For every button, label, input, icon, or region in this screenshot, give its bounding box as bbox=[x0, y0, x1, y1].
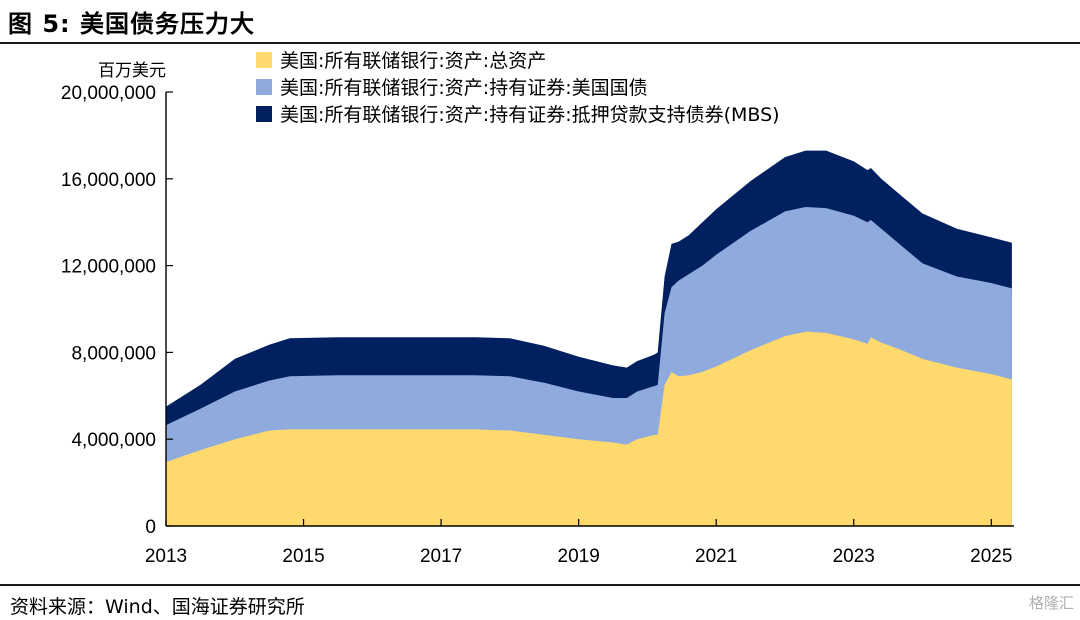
legend-label: 美国:所有联储银行:资产:持有证券:抵押贷款支持债券(MBS) bbox=[280, 104, 780, 126]
legend-swatch bbox=[256, 79, 272, 95]
x-tick-label: 2025 bbox=[970, 546, 1012, 567]
chart: 0 4,000,000 8,000,000 12,000,000 16,000,000 2… bbox=[61, 50, 1014, 567]
x-tick-label: 2019 bbox=[558, 546, 600, 567]
axes: 0 4,000,000 8,000,000 12,000,000 16,000,000 2… bbox=[61, 83, 1014, 567]
source-note: 资料来源：Wind、国海证券研究所 bbox=[10, 596, 305, 618]
legend-label: 美国:所有联储银行:资产:总资产 bbox=[280, 50, 546, 72]
legend: 美国:所有联储银行:资产:总资产美国:所有联储银行:资产:持有证券:美国国债美国… bbox=[256, 50, 780, 126]
y-tick-label: 0 bbox=[145, 517, 156, 538]
y-tick-label: 4,000,000 bbox=[71, 430, 156, 451]
x-tick-label: 2017 bbox=[420, 546, 462, 567]
area-layers bbox=[166, 150, 1012, 526]
x-tick-label: 2013 bbox=[145, 546, 187, 567]
legend-swatch bbox=[256, 52, 272, 68]
y-axis-unit-label: 百万美元 bbox=[98, 61, 166, 81]
y-tick-label: 16,000,000 bbox=[61, 170, 156, 191]
y-tick-label: 8,000,000 bbox=[71, 343, 156, 364]
y-tick-label: 12,000,000 bbox=[61, 257, 156, 278]
x-tick-label: 2015 bbox=[282, 546, 324, 567]
top-rule bbox=[0, 42, 1080, 44]
x-tick-label: 2023 bbox=[833, 546, 875, 567]
legend-label: 美国:所有联储银行:资产:持有证券:美国国债 bbox=[280, 77, 648, 99]
watermark: 格隆汇 bbox=[1028, 594, 1074, 612]
legend-swatch bbox=[256, 106, 272, 122]
bottom-rule bbox=[0, 584, 1080, 586]
y-tick-label: 20,000,000 bbox=[61, 83, 156, 104]
figure-title: 图 5: 美国债务压力大 bbox=[8, 10, 256, 38]
x-tick-label: 2021 bbox=[695, 546, 737, 567]
area-total-assets bbox=[166, 331, 1012, 526]
